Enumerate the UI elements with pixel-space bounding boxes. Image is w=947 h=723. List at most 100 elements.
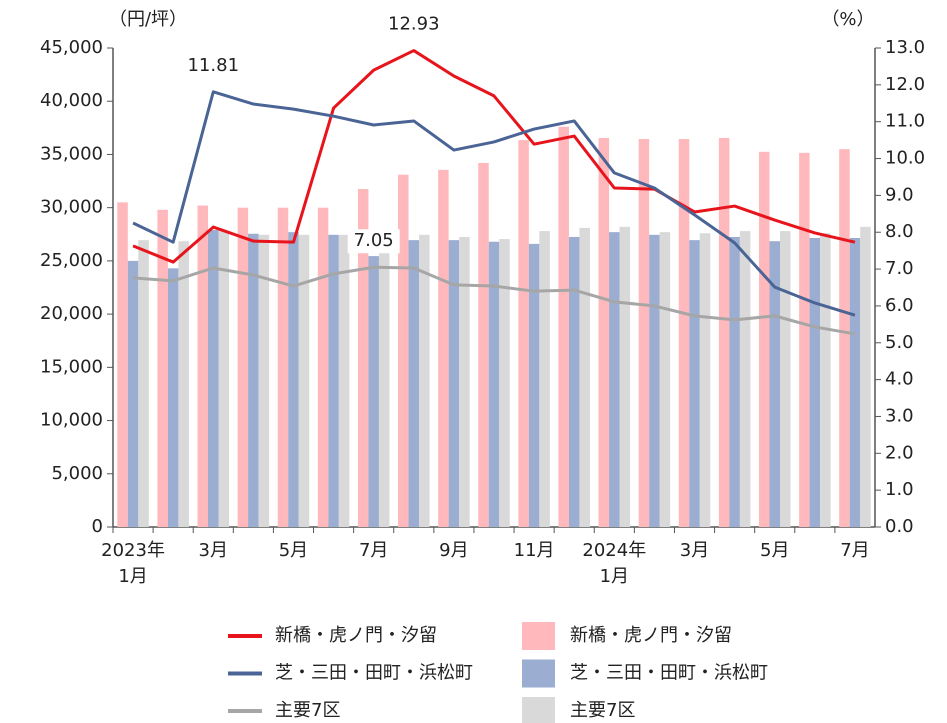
bar <box>718 137 730 527</box>
bar <box>860 226 871 527</box>
y2-tick-label: 2.0 <box>885 442 914 463</box>
bar <box>398 174 409 527</box>
y2-tick-label: 1.0 <box>885 479 914 500</box>
bar <box>689 240 700 528</box>
bar <box>638 139 650 527</box>
bar <box>237 207 249 527</box>
bar <box>218 231 230 527</box>
bar <box>528 243 540 527</box>
bar <box>609 232 620 527</box>
y2-tick-label: 13.0 <box>885 37 925 58</box>
bar <box>579 227 590 527</box>
bar <box>539 231 550 527</box>
x-tick-label-line: 7月 <box>840 540 869 561</box>
line <box>132 90 856 317</box>
x-tick-label: 2024年 1月 <box>582 540 646 587</box>
bar <box>378 251 390 527</box>
x-tick-label-line: 5月 <box>279 540 308 561</box>
y-tick-label: 20,000 <box>40 303 103 324</box>
legend-swatch <box>522 622 555 650</box>
bar <box>839 149 850 527</box>
y-tick-label: 25,000 <box>40 250 103 271</box>
bar <box>197 205 209 527</box>
bar <box>138 240 149 528</box>
x-tick-label-line: 11月 <box>514 540 555 561</box>
bar <box>419 234 430 527</box>
bar <box>558 126 569 527</box>
bar <box>619 226 631 527</box>
y2-tick-label: 12.0 <box>885 74 925 95</box>
data-label: 7.05 <box>354 230 394 251</box>
bar <box>678 139 690 527</box>
y-tick-label: 0 <box>92 516 103 537</box>
x-tick-label: 7月 <box>359 540 388 561</box>
bar <box>117 202 128 527</box>
legend-label: 主要7区 <box>570 700 635 721</box>
legend-swatch <box>522 659 555 688</box>
bar <box>178 241 189 528</box>
x-tick-label-line: 9月 <box>439 540 468 561</box>
legend-label: 主要7区 <box>275 700 340 721</box>
data-label: 11.81 <box>187 55 239 76</box>
y2-tick-label: 3.0 <box>885 405 914 426</box>
bar <box>277 207 289 527</box>
data-label-bg <box>387 12 440 37</box>
bar <box>659 232 671 527</box>
bar <box>649 234 660 527</box>
y-tick-label: 35,000 <box>40 143 103 164</box>
bar <box>208 230 219 527</box>
bar <box>338 234 350 527</box>
y-tick-label: 15,000 <box>40 356 103 377</box>
bar <box>849 238 861 527</box>
bar <box>368 256 379 527</box>
y2-tick-label: 11.0 <box>885 111 925 132</box>
bar <box>769 241 780 528</box>
bar <box>357 189 369 528</box>
y-tick-label: 45,000 <box>40 37 103 58</box>
bar <box>288 232 299 527</box>
bar <box>699 233 711 528</box>
legend-label: 芝・三田・田町・浜松町 <box>570 663 768 684</box>
y2-tick-label: 8.0 <box>885 221 914 242</box>
y2-tick-label: 7.0 <box>885 258 914 279</box>
x-tick-label: 5月 <box>279 540 308 561</box>
legend-label: 芝・三田・田町・浜松町 <box>275 663 473 684</box>
y2-axis-title: （%） <box>821 9 874 30</box>
data-label-bg <box>187 53 240 78</box>
bar <box>568 236 580 527</box>
bar <box>729 236 740 527</box>
bar <box>739 231 751 527</box>
x-tick-label: 5月 <box>760 540 789 561</box>
bar <box>127 260 139 527</box>
y-tick-label: 30,000 <box>40 197 103 218</box>
bar <box>167 268 179 527</box>
bar <box>459 236 470 527</box>
x-tick-label-line: 3月 <box>680 540 709 561</box>
y-axis-title: （円/坪） <box>109 9 187 30</box>
x-tick-label-line: 5月 <box>760 540 789 561</box>
bar <box>298 234 310 527</box>
line <box>132 265 856 336</box>
x-tick-label-line: 1月 <box>118 566 147 587</box>
y2-tick-label: 6.0 <box>885 295 914 316</box>
legend-swatch <box>522 697 555 723</box>
x-tick-label: 3月 <box>199 540 228 561</box>
bar <box>478 162 489 527</box>
y2-tick-label: 9.0 <box>885 184 914 205</box>
bar <box>758 151 770 528</box>
bar <box>799 152 810 527</box>
x-tick-label: 3月 <box>680 540 709 561</box>
bar <box>258 234 270 527</box>
y-tick-label: 40,000 <box>40 90 103 111</box>
y-tick-label: 10,000 <box>40 410 103 431</box>
bar <box>328 234 339 527</box>
y-tick-label: 5,000 <box>51 463 103 484</box>
bar <box>809 238 821 527</box>
bar <box>499 239 510 527</box>
bar <box>518 140 529 527</box>
bar <box>448 240 460 528</box>
y2-tick-label: 5.0 <box>885 332 914 353</box>
x-tick-label: 9月 <box>439 540 468 561</box>
bar <box>488 241 500 527</box>
